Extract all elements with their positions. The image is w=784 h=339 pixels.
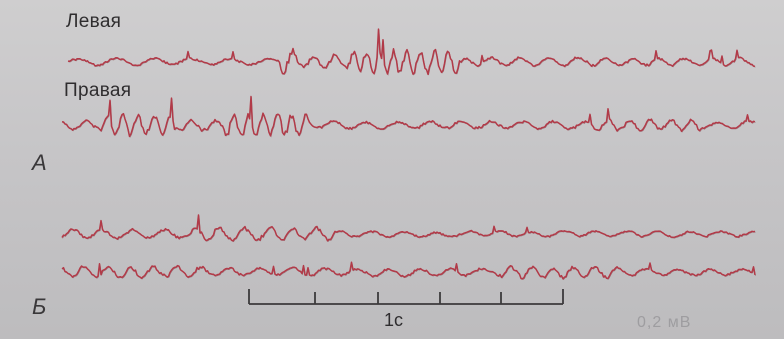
time-scale-label: 1с [384,310,404,330]
amplitude-scale-label: 0,2 мВ [637,314,692,331]
trace-a-left-shadow [68,29,756,76]
time-scale-bar [248,289,564,305]
right-channel-label: Правая [64,80,132,101]
trace-b-top [61,214,756,242]
trace-a-left [67,28,756,76]
panel-b-letter: Б [32,294,47,319]
trace-a-right-shadow [62,97,756,139]
trace-b-bottom [61,261,756,280]
left-channel-label: Левая [66,11,122,32]
panel-a-letter: А [32,150,47,175]
trace-a-right [61,95,756,138]
